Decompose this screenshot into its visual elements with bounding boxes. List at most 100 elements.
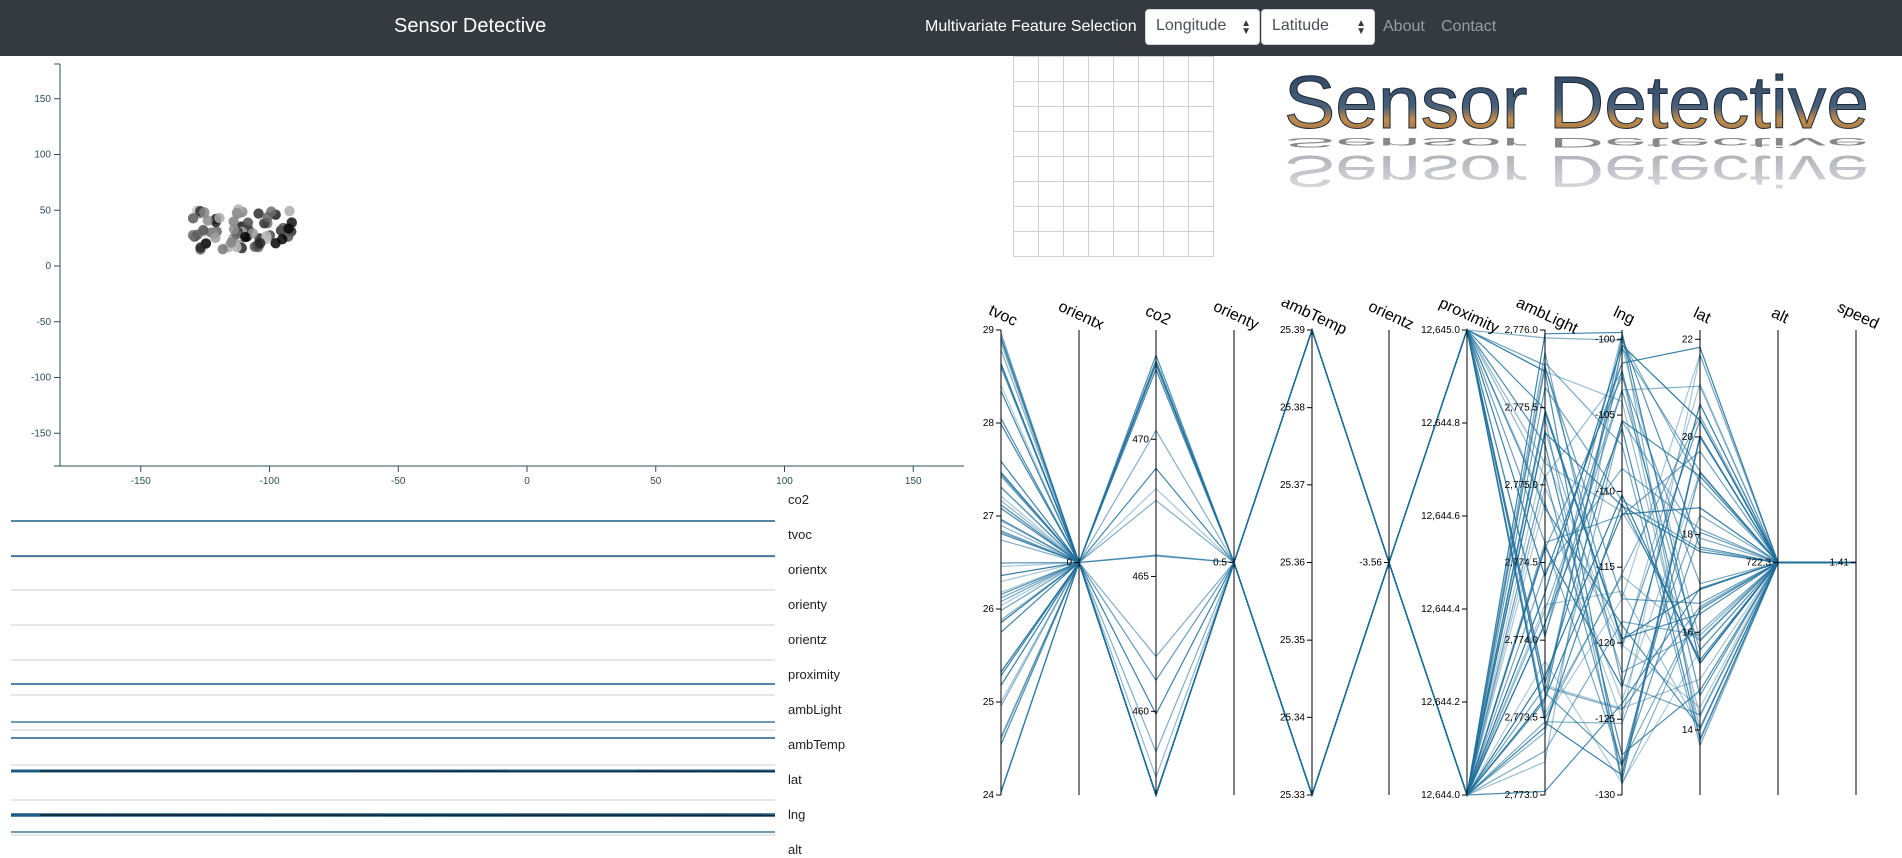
pc-tick-label: 722.3 xyxy=(1746,558,1771,569)
pc-tick-label: 26 xyxy=(983,604,995,615)
pc-axis-lng: -100 -105 -110 -115 -120 -125 -130 lng xyxy=(1595,304,1637,801)
grid-cell xyxy=(1013,106,1039,132)
pc-tick-label: -115 xyxy=(1596,562,1616,573)
pc-line xyxy=(1000,328,1856,798)
grid-cell xyxy=(1038,106,1064,132)
y-tick-label: -150 xyxy=(31,428,51,439)
pc-lines xyxy=(1000,327,1856,798)
grid-cell xyxy=(1113,231,1139,257)
pc-line xyxy=(1000,328,1856,798)
y-feature-select-value: Latitude xyxy=(1272,17,1329,34)
y-tick-label: 0 xyxy=(45,261,51,272)
nav-link-about[interactable]: About xyxy=(1383,18,1425,35)
grid-cell xyxy=(1013,81,1039,107)
grid-cell xyxy=(1188,181,1214,207)
nav-link-contact[interactable]: Contact xyxy=(1441,18,1497,35)
pc-line xyxy=(1000,335,1856,797)
grid-cell xyxy=(1113,181,1139,207)
pc-tick-label: -130 xyxy=(1595,790,1615,801)
pc-line xyxy=(1000,328,1856,798)
grid-cell xyxy=(1188,206,1214,232)
grid-cell xyxy=(1113,81,1139,107)
pc-line xyxy=(1000,328,1856,797)
scatter-point xyxy=(255,238,266,249)
pc-tick-label: 2,774.5 xyxy=(1505,558,1539,569)
scatter-point xyxy=(202,215,213,226)
scatter-point xyxy=(226,237,237,248)
pc-tick-label: 29 xyxy=(983,325,995,336)
grid-matrix[interactable] xyxy=(1013,56,1215,257)
scatter-point xyxy=(217,243,228,255)
sparkline-label: alt xyxy=(788,842,802,857)
logo-text: Sensor Detective xyxy=(1284,61,1869,144)
pc-tick-label: 28 xyxy=(983,418,995,429)
pc-tick-label: 18 xyxy=(1682,530,1694,541)
y-tick-label: -100 xyxy=(31,373,51,384)
grid-cell xyxy=(1088,81,1114,107)
pc-tick-label: -110 xyxy=(1596,486,1616,497)
grid-cell xyxy=(1163,106,1189,132)
parallel-coordinates-plot[interactable]: 292827262524tvoc0orientx470465460co20.5o… xyxy=(960,300,1902,820)
pc-tick-label: -100 xyxy=(1595,334,1615,345)
sparkline-label: proximity xyxy=(788,667,841,682)
pc-tick-label: 2,775.0 xyxy=(1505,480,1539,491)
pc-line xyxy=(1000,328,1856,797)
scatter-plot[interactable]: -150 -100 -50 0 50 100 150 150 100 50 0 -50 -100 -150 xyxy=(0,56,970,486)
grid-cell xyxy=(1063,231,1089,257)
pc-line xyxy=(1000,349,1856,797)
scatter-point xyxy=(261,230,272,242)
pc-line xyxy=(1000,327,1856,797)
pc-line xyxy=(1000,328,1856,797)
grid-cell xyxy=(1038,156,1064,182)
sparkline-series-dark xyxy=(39,814,776,817)
grid-cell xyxy=(1063,156,1089,182)
x-tick-label: -150 xyxy=(131,476,151,486)
pc-axis-orientz: -3.56 orientz xyxy=(1359,300,1416,795)
pc-line xyxy=(1000,337,1856,798)
grid-cell xyxy=(1113,131,1139,157)
pc-line xyxy=(1000,328,1856,797)
x-feature-select[interactable]: Longitude ▲ ▼ xyxy=(1145,9,1260,45)
grid-cell xyxy=(1088,156,1114,182)
grid-cell xyxy=(1063,131,1089,157)
pc-axis-label: lng xyxy=(1611,304,1638,328)
pc-line xyxy=(1000,328,1856,797)
pc-tick-label: 1.41 xyxy=(1830,558,1850,569)
grid-cell xyxy=(1088,231,1114,257)
grid-cell xyxy=(1188,131,1214,157)
scatter-point xyxy=(228,216,239,227)
scatter-point xyxy=(195,242,206,253)
pc-line xyxy=(1000,329,1856,797)
grid-cell xyxy=(1163,56,1189,82)
pc-tick-label: 12,644.6 xyxy=(1421,511,1460,522)
grid-cell xyxy=(1163,181,1189,207)
pc-line xyxy=(1000,375,1856,797)
pc-axis-lat: 22 20 18 16 14 lat xyxy=(1682,305,1714,795)
scatter-point xyxy=(228,224,240,235)
grid-cell xyxy=(1113,56,1139,82)
scatter-point xyxy=(242,217,254,228)
brand-title[interactable]: Sensor Detective xyxy=(394,15,547,37)
pc-tick-label: 24 xyxy=(983,790,995,801)
pc-tick-label: 2,773.5 xyxy=(1505,712,1539,723)
scatter-point xyxy=(199,207,210,218)
pc-line xyxy=(1000,328,1856,648)
pc-line xyxy=(1000,328,1856,798)
grid-cell xyxy=(1188,106,1214,132)
pc-line xyxy=(1000,328,1856,797)
pc-tick-label: 25.33 xyxy=(1280,790,1305,801)
grid-cell xyxy=(1038,131,1064,157)
pc-axis-label: co2 xyxy=(1143,303,1174,329)
pc-tick-label: 465 xyxy=(1132,571,1149,582)
pc-tick-label: 2,773.0 xyxy=(1505,790,1539,801)
pc-axis-label: alt xyxy=(1769,305,1792,328)
logo-shadow-text: Sensor Detective xyxy=(1284,135,1869,150)
sparkline-panel: co2 tvoc orientx orienty orientz proximity amb… xyxy=(11,492,845,857)
grid-cell xyxy=(1138,56,1164,82)
y-feature-select[interactable]: Latitude ▲ ▼ xyxy=(1261,9,1375,45)
y-tick-label: 100 xyxy=(34,150,51,161)
grid-cell xyxy=(1188,56,1214,82)
scatter-point xyxy=(240,231,251,243)
pc-tick-label: 25.35 xyxy=(1280,635,1305,646)
scatter-point xyxy=(192,229,203,240)
